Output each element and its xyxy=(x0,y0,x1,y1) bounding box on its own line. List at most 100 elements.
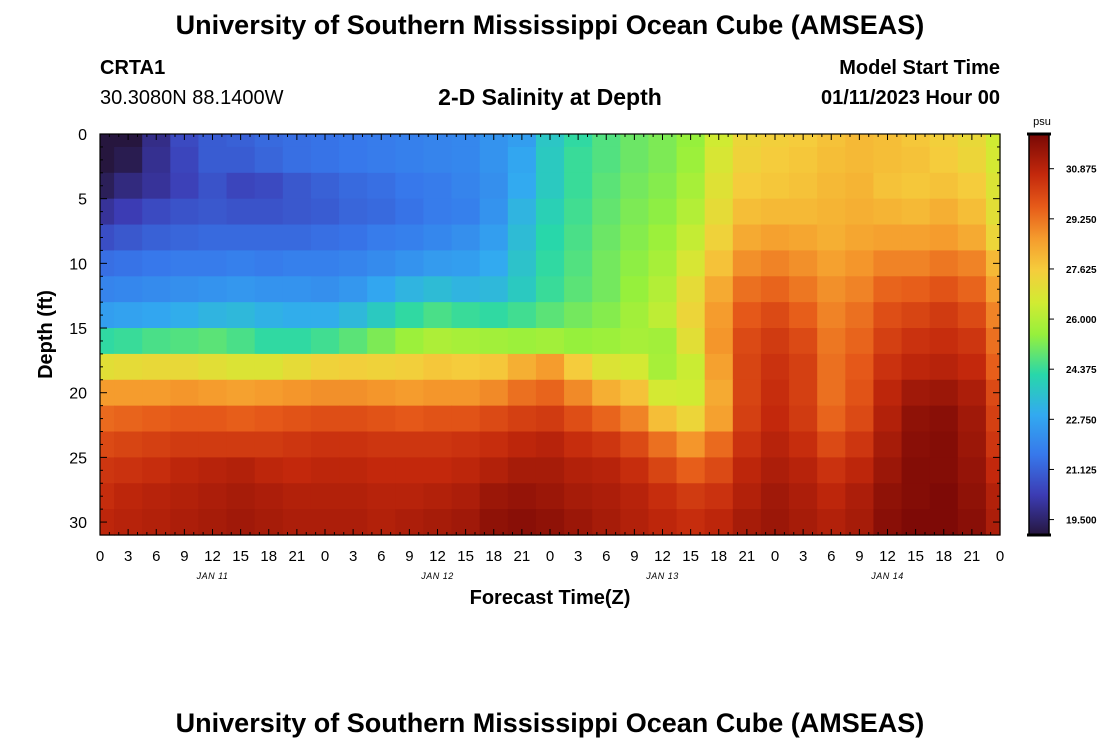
heatmap-cell xyxy=(254,146,284,174)
heatmap-cell xyxy=(845,224,875,252)
heatmap-cell xyxy=(817,224,846,252)
heatmap-cell xyxy=(367,172,396,200)
heatmap-cell xyxy=(789,172,818,200)
colorbar-tick-label: 30.875 xyxy=(1066,165,1097,176)
heatmap-cell xyxy=(170,146,200,174)
heatmap-cell xyxy=(760,250,790,277)
heatmap-cell xyxy=(845,431,875,458)
heatmap-cell xyxy=(479,302,509,329)
heatmap-cell xyxy=(479,379,509,407)
heatmap-cell xyxy=(760,172,790,200)
heatmap-cell xyxy=(451,302,481,329)
heatmap-cell xyxy=(620,302,650,329)
y-tick-label: 20 xyxy=(69,386,87,403)
heatmap-cell xyxy=(142,146,171,174)
heatmap-cell xyxy=(395,353,425,381)
heatmap-cell xyxy=(873,405,903,433)
heatmap-cell xyxy=(676,198,706,226)
heatmap-cell xyxy=(451,224,481,252)
heatmap-cell xyxy=(170,353,200,381)
heatmap-cell xyxy=(479,134,509,148)
heatmap-cell xyxy=(817,134,846,148)
station-id: CRTA1 xyxy=(100,57,166,79)
heatmap-cell xyxy=(817,276,846,303)
x-tick-label: 21 xyxy=(289,548,306,565)
heatmap-cell xyxy=(732,328,762,355)
heatmap-cell xyxy=(507,134,537,148)
heatmap-cell xyxy=(789,224,818,252)
x-tick-label: 0 xyxy=(996,548,1004,565)
heatmap-cell xyxy=(282,276,312,303)
heatmap-cell xyxy=(198,224,228,252)
heatmap-cell xyxy=(901,250,931,277)
heatmap-cell xyxy=(339,483,368,510)
heatmap-cell xyxy=(310,250,340,277)
x-date-label: JAN 11 xyxy=(196,571,229,581)
heatmap-cell xyxy=(339,457,368,484)
heatmap-cell xyxy=(535,483,565,510)
heatmap-cell xyxy=(451,353,481,381)
x-tick-label: 18 xyxy=(935,548,952,565)
x-tick-label: 12 xyxy=(429,548,446,565)
heatmap-cell xyxy=(957,483,987,510)
heatmap-cell xyxy=(592,405,621,433)
heatmap-cell xyxy=(507,328,537,355)
heatmap-cell xyxy=(423,276,453,303)
colorbar-unit-label: psu xyxy=(1033,116,1051,128)
x-tick-label: 12 xyxy=(204,548,221,565)
heatmap-cell xyxy=(648,483,678,510)
x-tick-label: 9 xyxy=(855,548,863,565)
heatmap-cell xyxy=(592,276,621,303)
heatmap-cell xyxy=(535,431,565,458)
heatmap-cell xyxy=(929,457,959,484)
heatmap-cell xyxy=(535,379,565,407)
heatmap-cell xyxy=(704,302,734,329)
heatmap-cell xyxy=(254,405,284,433)
heatmap-cell xyxy=(479,198,509,226)
heatmap-cell xyxy=(226,379,256,407)
heatmap-cell xyxy=(592,328,621,355)
heatmap-cell xyxy=(535,276,565,303)
heatmap-cell xyxy=(592,172,621,200)
heatmap-cell xyxy=(957,146,987,174)
heatmap-cell xyxy=(226,250,256,277)
heatmap-cell xyxy=(198,328,228,355)
heatmap-cell xyxy=(704,146,734,174)
x-tick-label: 6 xyxy=(377,548,385,565)
heatmap-cell xyxy=(100,224,115,252)
heatmap-cell xyxy=(789,457,818,484)
heatmap-cell xyxy=(789,134,818,148)
heatmap-cell xyxy=(564,379,593,407)
heatmap-cell xyxy=(957,276,987,303)
heatmap-cell xyxy=(114,224,143,252)
heatmap-cell xyxy=(423,328,453,355)
heatmap-cell xyxy=(170,224,200,252)
heatmap-cell xyxy=(254,250,284,277)
heatmap-cell xyxy=(507,483,537,510)
heatmap-cell xyxy=(760,353,790,381)
heatmap-cell xyxy=(704,172,734,200)
heatmap-cell xyxy=(901,224,931,252)
colorbar-tick-label: 29.250 xyxy=(1066,215,1097,226)
heatmap-cell xyxy=(226,276,256,303)
heatmap-cell xyxy=(929,250,959,277)
heatmap-cell xyxy=(620,379,650,407)
heatmap-cell xyxy=(901,198,931,226)
heatmap-cell xyxy=(170,483,200,510)
heatmap-cell xyxy=(732,198,762,226)
x-tick-label: 6 xyxy=(602,548,610,565)
heatmap-cell xyxy=(100,146,115,174)
heatmap-cell xyxy=(732,457,762,484)
y-tick-label: 25 xyxy=(69,450,87,467)
heatmap-cell xyxy=(170,250,200,277)
heatmap-cell xyxy=(142,483,171,510)
heatmap-cell xyxy=(620,457,650,484)
heatmap-cell xyxy=(198,198,228,226)
heatmap-cell xyxy=(100,250,115,277)
heatmap-cell xyxy=(451,457,481,484)
heatmap-cell xyxy=(198,405,228,433)
heatmap-cell xyxy=(114,328,143,355)
heatmap-cell xyxy=(789,250,818,277)
heatmap-cell xyxy=(676,353,706,381)
heatmap-cell xyxy=(310,328,340,355)
